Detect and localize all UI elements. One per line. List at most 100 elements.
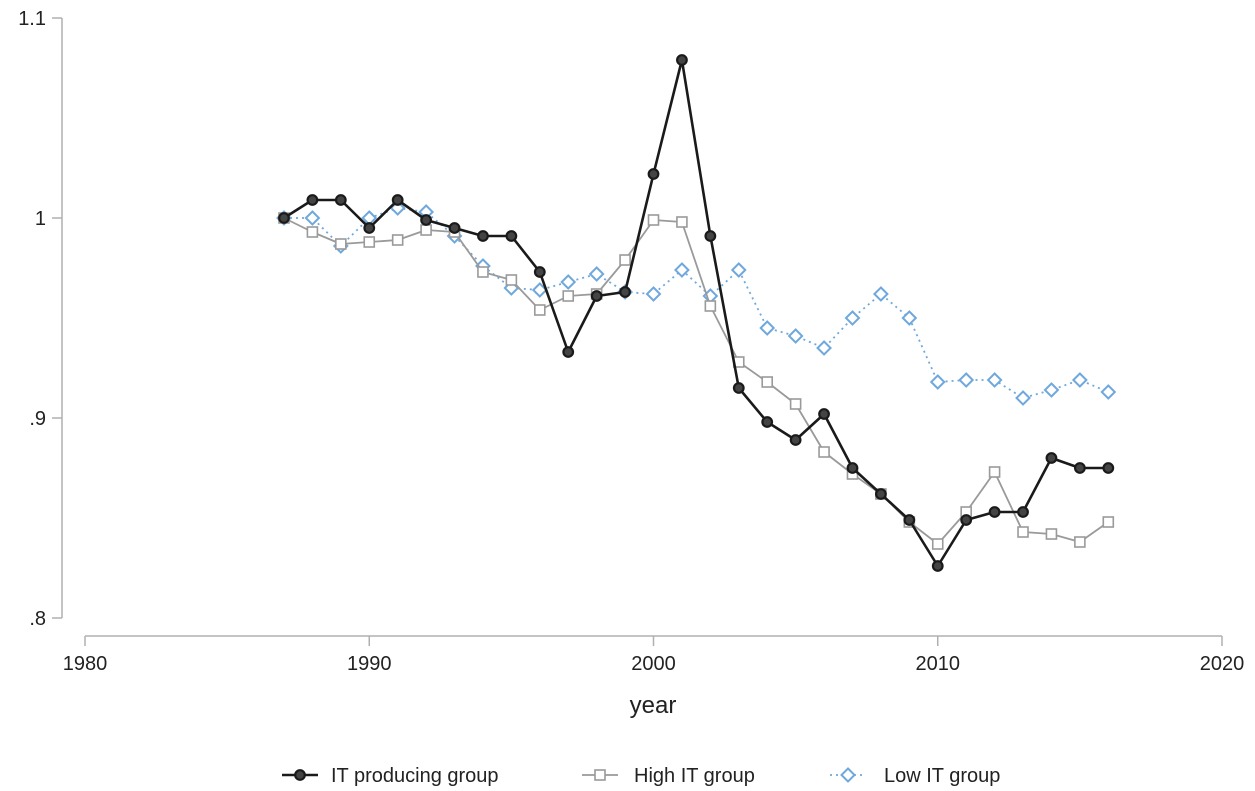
y-axis-ticks: .8 .9 1 1.1 (18, 8, 62, 630)
data-point (1017, 526, 1029, 538)
series-line (283, 58, 1109, 568)
data-point (958, 372, 975, 388)
data-point (986, 372, 1003, 388)
data-point (872, 286, 889, 302)
x-tick-label: 1980 (63, 653, 108, 675)
data-point (960, 514, 973, 526)
data-point (732, 382, 745, 394)
data-point (929, 374, 946, 390)
series-line (283, 217, 1109, 545)
data-point (1071, 372, 1088, 388)
data-point (533, 304, 546, 316)
series-high-it-group (278, 212, 1115, 550)
data-point (420, 224, 432, 236)
x-tick-label: 2020 (1200, 653, 1245, 675)
legend-item: High IT group (582, 765, 755, 787)
x-axis-ticks: 1980 1990 2000 2010 2020 (63, 636, 1245, 675)
data-point (505, 274, 518, 286)
data-point (448, 222, 461, 234)
data-point (1017, 506, 1029, 518)
data-point (818, 446, 830, 458)
data-point (1015, 390, 1031, 406)
legend-label: Low IT group (884, 765, 1000, 787)
data-point (1100, 384, 1117, 400)
data-point (335, 238, 347, 250)
data-point (704, 230, 717, 242)
y-tick-label: 1.1 (18, 8, 46, 30)
legend-label: High IT group (634, 765, 755, 787)
y-tick-label: 1 (35, 208, 46, 230)
series-low-it-group (276, 200, 1117, 406)
data-point (306, 194, 319, 206)
data-point (588, 266, 605, 282)
x-tick-label: 2000 (631, 653, 676, 675)
data-point (562, 346, 575, 358)
data-point (647, 168, 660, 180)
data-point (875, 488, 887, 500)
data-point (988, 506, 1001, 518)
data-point (647, 214, 660, 226)
data-point (590, 290, 603, 302)
data-point (846, 462, 859, 474)
data-point (1045, 452, 1058, 464)
series-it-producing-group (278, 54, 1115, 572)
data-point (278, 212, 290, 224)
x-axis-title: year (630, 692, 677, 719)
data-point (789, 434, 802, 446)
legend-swatch-marker (294, 769, 306, 781)
data-point (477, 266, 489, 278)
data-point (761, 376, 774, 388)
data-point (676, 54, 688, 66)
y-tick-label: .9 (29, 408, 46, 430)
legend: IT producing group High IT group Low IT gr… (282, 765, 1000, 787)
data-point (1073, 462, 1086, 474)
data-point (844, 310, 861, 326)
data-point (562, 290, 575, 302)
data-point (391, 234, 404, 246)
data-point (363, 236, 376, 248)
data-point (619, 286, 631, 298)
data-point (420, 214, 433, 226)
data-point (704, 300, 717, 312)
data-point (645, 286, 662, 302)
data-point (816, 340, 832, 356)
data-point (1043, 382, 1060, 398)
data-point (304, 210, 321, 226)
data-point (818, 408, 830, 420)
data-point (931, 538, 944, 550)
data-point (931, 560, 944, 572)
data-point (477, 230, 489, 242)
data-point (787, 328, 804, 344)
x-tick-label: 2010 (916, 653, 961, 675)
data-point (1045, 528, 1058, 540)
data-point (391, 194, 404, 206)
data-point (505, 230, 518, 242)
legend-item: IT producing group (282, 765, 499, 787)
data-point (363, 222, 376, 234)
legend-swatch-marker (840, 767, 856, 783)
data-point (761, 416, 774, 428)
legend-label: IT producing group (331, 765, 499, 787)
legend-item: Low IT group (830, 765, 1000, 787)
data-point (1102, 462, 1115, 474)
data-point (988, 466, 1001, 478)
y-tick-label: .8 (29, 608, 46, 630)
data-point (533, 266, 546, 278)
data-point (1102, 516, 1115, 528)
x-tick-label: 1990 (347, 653, 392, 675)
data-point (759, 320, 776, 336)
data-point (1074, 536, 1086, 548)
legend-swatch-marker (594, 769, 606, 781)
data-point (674, 262, 690, 278)
data-point (789, 398, 802, 410)
series-layer (276, 54, 1117, 572)
data-point (903, 514, 916, 526)
data-point (306, 226, 319, 238)
data-point (619, 254, 631, 266)
data-point (901, 310, 918, 326)
data-point (334, 194, 347, 206)
data-point (730, 262, 747, 278)
data-point (676, 216, 688, 228)
data-point (560, 274, 577, 290)
